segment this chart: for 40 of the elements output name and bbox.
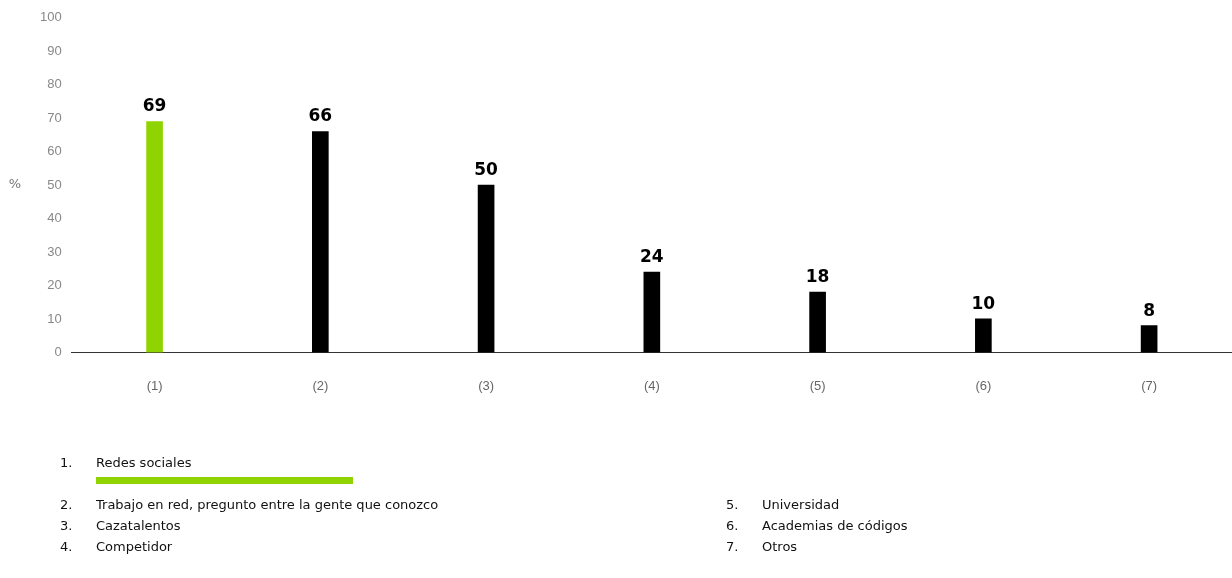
x-tick-label: (1): [146, 377, 163, 393]
bar: [975, 318, 992, 353]
y-axis-title: %: [8, 176, 22, 192]
bar: [477, 184, 495, 353]
x-tick-label: (7): [1141, 377, 1158, 393]
data-label: 8: [1143, 299, 1156, 320]
bar: [809, 291, 826, 353]
y-tick-label: 20: [47, 277, 62, 293]
data-label: 18: [805, 266, 830, 287]
text: 4. Competidor: [60, 539, 173, 554]
y-tick-label: 40: [47, 210, 62, 226]
text: 6. Academias de códigos: [726, 518, 908, 533]
y-tick-label: 0: [54, 343, 62, 359]
y-tick-label: 100: [39, 9, 62, 25]
data-label: 50: [474, 159, 499, 180]
y-tick-label: 80: [47, 76, 62, 92]
y-tick-label: 30: [47, 243, 62, 259]
data-label: 24: [640, 246, 664, 267]
bar: [146, 121, 163, 353]
x-tick-label: (5): [809, 377, 826, 393]
text: 5. Universidad: [726, 497, 840, 512]
y-tick-label: 50: [47, 176, 62, 192]
data-label: 69: [142, 95, 167, 116]
y-tick-label: 10: [47, 310, 62, 326]
bar: [312, 131, 329, 353]
text: 3. Cazatalentos: [60, 518, 181, 533]
text: 1. Redes sociales: [60, 455, 192, 470]
y-tick-label: 90: [47, 42, 62, 58]
text: 7. Otros: [726, 539, 798, 554]
x-tick-label: (6): [975, 377, 992, 393]
bar: [643, 271, 661, 353]
x-tick-label: (3): [478, 377, 495, 393]
y-tick-label: 70: [47, 109, 62, 125]
bar: [1140, 325, 1158, 353]
x-tick-label: (4): [643, 377, 660, 393]
data-label: 10: [971, 292, 996, 313]
y-tick-label: 60: [47, 143, 62, 159]
data-label: 66: [308, 105, 333, 126]
text: 2. Trabajo en red, pregunto entre la gente que conozco: [60, 497, 439, 512]
x-tick-label: (2): [312, 377, 329, 393]
